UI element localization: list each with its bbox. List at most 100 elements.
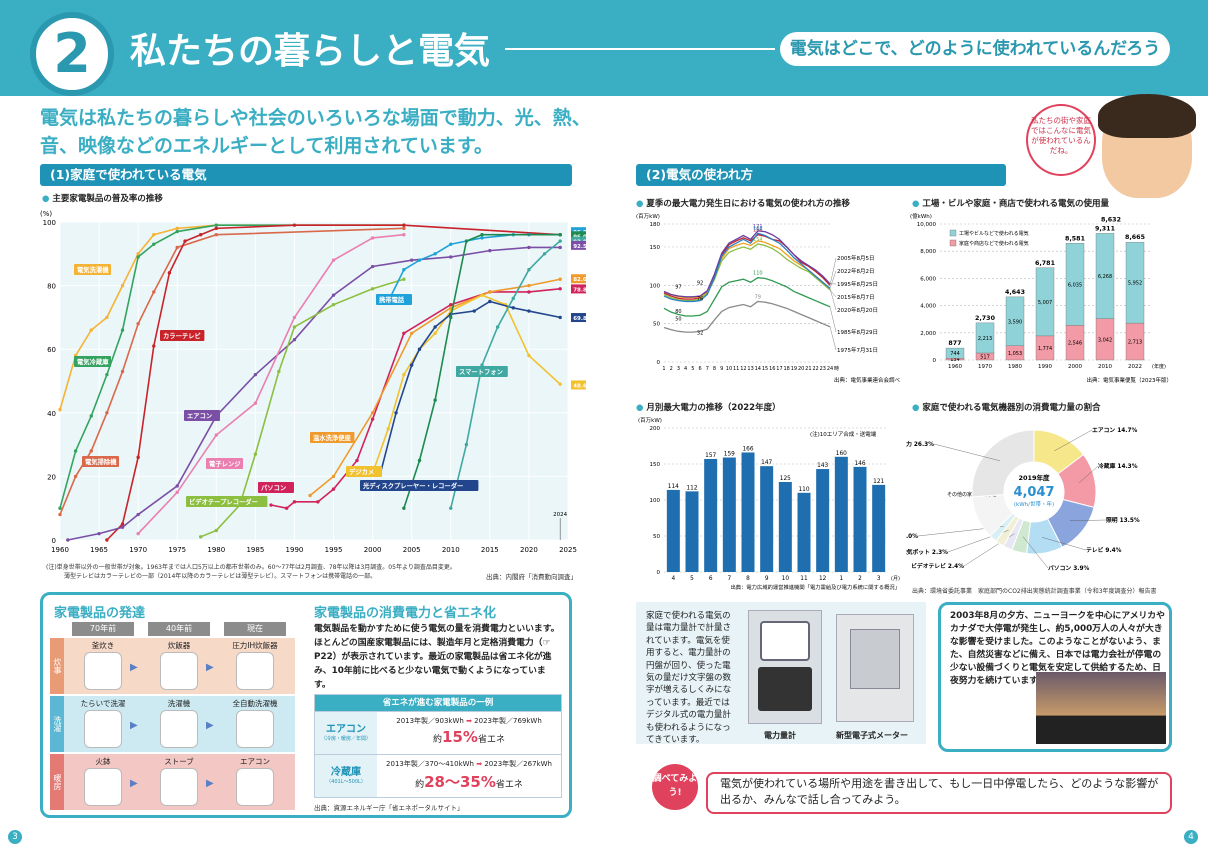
item-label: 圧力IH炊飯器 bbox=[232, 641, 278, 650]
eco-detail: 2013年製／903kWh ➡ 2023年製／769kWh 約15%省エネ bbox=[377, 712, 561, 754]
segment-value: 6,268 bbox=[1098, 274, 1112, 280]
data-point bbox=[370, 236, 375, 240]
series-label-bg bbox=[376, 294, 412, 305]
y-tick-label: 10,000 bbox=[917, 222, 937, 228]
arrow-icon: ▶ bbox=[130, 778, 138, 789]
leader-line bbox=[829, 288, 837, 311]
data-point bbox=[402, 372, 406, 377]
bar bbox=[853, 466, 867, 572]
y-tick-label: 20 bbox=[47, 473, 56, 481]
series-label-bg bbox=[160, 330, 205, 341]
chart-caption-sector: 工場・ビルや家庭・商店で使われる電気の使用量 bbox=[912, 197, 1109, 209]
data-point bbox=[488, 290, 492, 294]
series-line bbox=[663, 230, 831, 298]
y-tick-label: 0 bbox=[933, 358, 937, 364]
x-tick-label: 8 bbox=[713, 366, 716, 372]
series-label: 1975年7月31日 bbox=[837, 346, 878, 354]
y-tick-label: 150 bbox=[650, 462, 661, 468]
y-tick-label: 180 bbox=[650, 222, 661, 228]
data-point bbox=[253, 452, 258, 456]
data-point bbox=[480, 363, 484, 367]
segment-value: 744 bbox=[950, 351, 960, 357]
data-point bbox=[284, 506, 289, 510]
data-point bbox=[394, 411, 398, 415]
speech-bubble: 私たちの街や家庭ではこんなに電気が使われているんだね。 bbox=[1026, 104, 1096, 176]
bar-value: 159 bbox=[724, 452, 735, 458]
data-point bbox=[488, 248, 492, 253]
data-point bbox=[331, 293, 336, 297]
x-tick-label: 19 bbox=[791, 366, 797, 372]
end-label-bg bbox=[571, 240, 586, 250]
y-unit: (百万kW) bbox=[636, 213, 660, 220]
meter-label: 電力量計 bbox=[764, 731, 796, 740]
leader-line bbox=[1041, 537, 1087, 551]
bar bbox=[666, 489, 680, 572]
leader-line bbox=[1054, 429, 1093, 451]
x-tick-label: 2005 bbox=[403, 546, 421, 554]
electronic-meter-photo bbox=[836, 614, 914, 722]
data-point bbox=[449, 306, 453, 310]
data-point bbox=[558, 239, 562, 243]
leader-line bbox=[829, 306, 837, 333]
appliance-chart: (%) 0 20 40 60 80 100 1960 1965 1970 1975 1980 1985 1… bbox=[40, 210, 586, 554]
x-tick-label: 5 bbox=[690, 576, 694, 582]
x-tick-label: 2010 bbox=[442, 546, 460, 554]
evolution-table: 70年前 40年前 現在 炊事 釜炊き ▶ 炊飯器 ▶ 圧力IH炊飯器 洗濯 たらいで洗濯 ▶ 洗濯機 ▶… bbox=[50, 622, 295, 810]
eco-item-name: 冷蔵庫 bbox=[331, 767, 361, 778]
data-point bbox=[105, 538, 109, 542]
eco-row: エアコン （冷房・暖房／年間） 2013年製／903kWh ➡ 2023年製／76… bbox=[315, 711, 561, 754]
appliance-illustration bbox=[84, 710, 122, 748]
stacked-bar bbox=[1005, 296, 1025, 346]
evolution-row: 暖房 火鉢 ▶ ストーブ ▶ エアコン bbox=[50, 754, 295, 810]
eco-header: 省エネが進む家電製品の一例 bbox=[315, 695, 561, 711]
data-point bbox=[480, 293, 484, 297]
chart-source-appliance: 出典：内閣府「消費動向調査」 bbox=[486, 573, 577, 581]
appliance-illustration bbox=[160, 710, 198, 748]
appliance-illustration bbox=[84, 652, 122, 690]
data-point bbox=[105, 372, 109, 377]
bar bbox=[685, 491, 699, 572]
x-tick-label: 1960 bbox=[51, 546, 69, 554]
x-tick-label: 8 bbox=[746, 576, 750, 582]
series-label-bg bbox=[82, 456, 119, 467]
slice-label: 待機電力 26.3% bbox=[906, 440, 934, 448]
y-tick-label: 200 bbox=[650, 426, 661, 432]
data-point bbox=[316, 500, 320, 504]
legend-label: 工場やビルなどで使われる電気 bbox=[959, 230, 1029, 237]
data-point bbox=[120, 328, 125, 332]
data-point bbox=[308, 493, 312, 498]
bar-total: 6,781 bbox=[1035, 260, 1055, 267]
data-point bbox=[58, 407, 62, 412]
segment-value: 2,213 bbox=[978, 336, 992, 342]
segment-value: 134 bbox=[950, 357, 960, 363]
data-point bbox=[449, 506, 453, 510]
peak-label: 171 bbox=[753, 224, 763, 230]
data-point bbox=[214, 226, 219, 231]
item-label: 炊飯器 bbox=[167, 641, 191, 650]
leader-line bbox=[1078, 465, 1099, 484]
eco-row: 冷蔵庫 （401L〜500L） 2013年製／370〜410kWh ➡ 2023年… bbox=[315, 754, 561, 797]
value-label: 32 bbox=[697, 330, 703, 336]
data-point bbox=[331, 474, 336, 479]
series-label: スマートフォン bbox=[459, 368, 503, 376]
evolution-row: 炊事 釜炊き ▶ 炊飯器 ▶ 圧力IH炊飯器 bbox=[50, 638, 295, 694]
end-label: 69.8 bbox=[573, 316, 586, 322]
arrow-icon: ▶ bbox=[130, 662, 138, 673]
legend-swatch bbox=[949, 229, 957, 237]
x-tick-label: 11 bbox=[733, 366, 739, 372]
bar-value: 160 bbox=[836, 451, 847, 457]
data-point bbox=[292, 337, 297, 342]
data-point bbox=[331, 258, 336, 262]
series-label-bg bbox=[258, 482, 294, 493]
legend-label: 家庭や商店などで使われる電気 bbox=[959, 240, 1029, 247]
x-tick-label: 2000 bbox=[364, 546, 382, 554]
data-point bbox=[73, 449, 78, 453]
slice-label: 電気ポット 2.3% bbox=[906, 548, 948, 556]
series-label-bg bbox=[74, 356, 111, 367]
bar bbox=[760, 466, 774, 572]
x-tick-label: 6 bbox=[709, 576, 713, 582]
data-point bbox=[449, 315, 453, 320]
data-point bbox=[331, 487, 336, 491]
data-point bbox=[402, 226, 406, 231]
eco-item-name: エアコン bbox=[326, 724, 366, 735]
